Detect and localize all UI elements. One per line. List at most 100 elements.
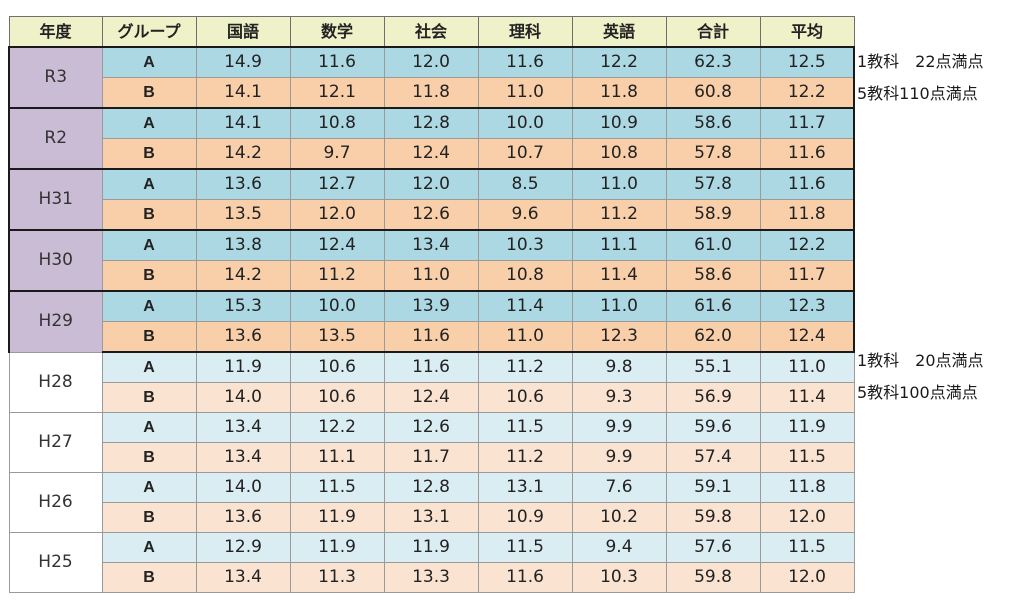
english-score-cell: 9.8 [571,351,667,383]
english-score-cell: 10.3 [571,562,667,593]
table-row: B 14.1 12.1 11.8 11.0 11.8 60.8 12.2 [9,77,855,109]
group-cell: A [101,351,197,383]
total-score-cell: 59.1 [665,472,761,503]
math-score-cell: 12.4 [289,229,385,261]
year-cell: R2 [8,107,103,170]
japanese-score-cell: 13.6 [195,168,291,200]
social-score-cell: 11.0 [383,260,479,292]
table-row: H29 A 15.3 10.0 13.9 11.4 11.0 61.6 12.3 [8,290,855,353]
total-score-cell: 58.9 [665,199,761,231]
older-note-total: 5教科100点満点 [857,383,978,402]
japanese-score-cell: 14.9 [195,46,291,78]
header-group: グループ [101,16,197,48]
group-cell: B [101,562,197,593]
table-row: B 13.4 11.1 11.7 11.2 9.9 57.4 11.5 [9,442,855,473]
social-score-cell: 12.6 [383,199,479,231]
group-cell: B [101,382,197,413]
group-cell: B [101,321,197,353]
table-row: B 13.6 11.9 13.1 10.9 10.2 59.8 12.0 [9,502,855,533]
header-math: 数学 [289,16,385,48]
year-cell: H31 [8,168,103,231]
social-score-cell: 12.4 [383,138,479,170]
social-score-cell: 12.8 [383,107,479,139]
average-score-cell: 11.4 [759,382,855,413]
japanese-score-cell: 14.0 [195,382,291,413]
math-score-cell: 10.6 [289,382,385,413]
year-cell: H27 [8,412,103,473]
group-cell: A [101,532,197,563]
group-cell: B [101,77,197,109]
english-score-cell: 9.9 [571,442,667,473]
table-row: H27 A 13.4 12.2 12.6 11.5 9.9 59.6 11.9 [8,412,855,473]
average-score-cell: 11.6 [759,138,855,170]
header-year: 年度 [8,16,103,48]
math-score-cell: 10.0 [289,290,385,322]
year-cell: H28 [8,351,103,413]
social-score-cell: 12.6 [383,412,479,443]
science-score-cell: 11.6 [477,562,573,593]
social-score-cell: 11.8 [383,77,479,109]
average-score-cell: 12.4 [759,321,855,353]
science-score-cell: 13.1 [477,472,573,503]
group-cell: A [101,46,197,78]
average-score-cell: 12.0 [759,562,855,593]
total-score-cell: 59.6 [665,412,761,443]
year-cell: R3 [8,46,103,109]
older-note-per-subject: 1教科 20点満点 [857,351,984,370]
science-score-cell: 11.6 [477,46,573,78]
english-score-cell: 12.2 [571,46,667,78]
english-score-cell: 7.6 [571,472,667,503]
english-score-cell: 11.2 [571,199,667,231]
social-score-cell: 13.4 [383,229,479,261]
table-row: B 14.0 10.6 12.4 10.6 9.3 56.9 11.4 [9,382,855,413]
table-row: H25 A 12.9 11.9 11.9 11.5 9.4 57.6 11.5 [8,532,855,593]
japanese-score-cell: 13.5 [195,199,291,231]
english-score-cell: 10.9 [571,107,667,139]
table-row: H26 A 14.0 11.5 12.8 13.1 7.6 59.1 11.8 [8,472,855,533]
japanese-score-cell: 14.1 [195,77,291,109]
table-row: B 13.6 13.5 11.6 11.0 12.3 62.0 12.4 [9,321,855,353]
average-score-cell: 12.2 [759,77,855,109]
group-cell: B [101,260,197,292]
group-cell: A [101,107,197,139]
japanese-score-cell: 11.9 [195,351,291,383]
science-score-cell: 10.3 [477,229,573,261]
total-score-cell: 55.1 [665,351,761,383]
table-row: B 13.4 11.3 13.3 11.6 10.3 59.8 12.0 [9,562,855,593]
english-score-cell: 9.4 [571,532,667,563]
total-score-cell: 59.8 [665,502,761,533]
social-score-cell: 13.9 [383,290,479,322]
average-score-cell: 12.0 [759,502,855,533]
social-score-cell: 13.3 [383,562,479,593]
average-score-cell: 12.3 [759,290,855,322]
table-row: B 13.5 12.0 12.6 9.6 11.2 58.9 11.8 [9,199,855,231]
table-row: H31 A 13.6 12.7 12.0 8.5 11.0 57.8 11.6 [8,168,855,231]
japanese-score-cell: 13.8 [195,229,291,261]
social-score-cell: 11.7 [383,442,479,473]
average-score-cell: 11.0 [759,351,855,383]
japanese-score-cell: 13.6 [195,502,291,533]
group-cell: A [101,290,197,322]
english-score-cell: 11.4 [571,260,667,292]
science-score-cell: 11.0 [477,77,573,109]
english-score-cell: 11.0 [571,168,667,200]
japanese-score-cell: 14.2 [195,138,291,170]
english-score-cell: 9.9 [571,412,667,443]
science-score-cell: 11.4 [477,290,573,322]
year-cell: H25 [8,532,103,593]
average-score-cell: 12.2 [759,229,855,261]
math-score-cell: 11.1 [289,442,385,473]
math-score-cell: 11.9 [289,502,385,533]
total-score-cell: 58.6 [665,107,761,139]
recent-note-per-subject: 1教科 22点満点 [857,52,984,71]
group-cell: B [101,199,197,231]
table-row: B 14.2 11.2 11.0 10.8 11.4 58.6 11.7 [9,260,855,292]
header-total: 合計 [665,16,761,48]
year-cell: H30 [8,229,103,292]
japanese-score-cell: 14.2 [195,260,291,292]
average-score-cell: 11.5 [759,442,855,473]
total-score-cell: 62.3 [665,46,761,78]
group-cell: B [101,138,197,170]
header-average: 平均 [759,16,855,48]
math-score-cell: 11.5 [289,472,385,503]
